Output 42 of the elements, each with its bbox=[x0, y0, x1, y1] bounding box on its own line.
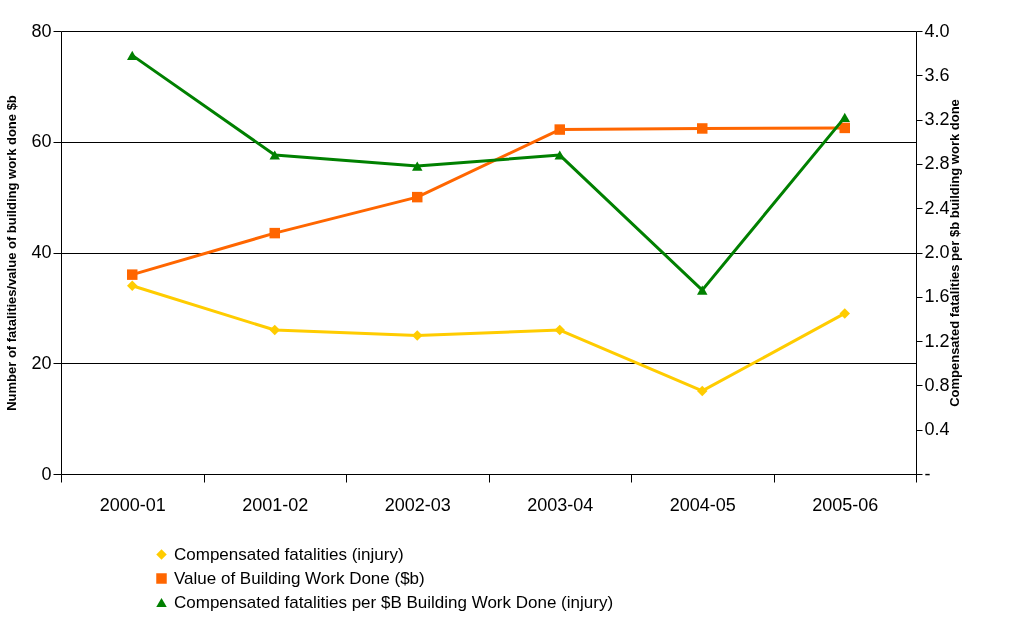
x-tick-label: 2000-01 bbox=[99, 494, 166, 515]
y-axis-title: Number of fatalities/value of building work done $b bbox=[4, 95, 20, 411]
y2-tick-label: 1.2 bbox=[924, 330, 950, 351]
point bbox=[127, 280, 138, 291]
x-tick-label: 2002-03 bbox=[384, 494, 451, 515]
point bbox=[839, 112, 850, 122]
point bbox=[127, 50, 138, 60]
legend-label: Compensated fatalities per $B Building Work Done (injury) bbox=[174, 592, 614, 612]
point bbox=[412, 191, 423, 203]
point bbox=[554, 150, 565, 160]
y2-tick-label: 3.2 bbox=[924, 109, 950, 130]
y2-tick-label: 0.4 bbox=[924, 419, 950, 440]
y2-tick-label: 2.8 bbox=[924, 153, 950, 174]
y-tick-label: 40 bbox=[31, 242, 52, 262]
y2-tick-label: 2.0 bbox=[924, 242, 950, 262]
x-tick-label: 2001-02 bbox=[242, 494, 309, 515]
y2-tick-label: 3.6 bbox=[924, 64, 950, 85]
point bbox=[127, 269, 138, 280]
y2-tick-label: - bbox=[924, 463, 931, 484]
x-tick-label: 2005-06 bbox=[812, 494, 879, 515]
y-tick-label: 60 bbox=[31, 131, 52, 152]
point bbox=[554, 324, 565, 336]
point bbox=[839, 308, 850, 319]
point bbox=[269, 227, 280, 239]
point bbox=[697, 123, 708, 134]
y2-tick-label: 1.6 bbox=[924, 286, 950, 307]
point bbox=[412, 330, 423, 341]
legend-label: Value of Building Work Done ($b) bbox=[174, 568, 425, 588]
point bbox=[697, 385, 708, 397]
y2-tick-label: 4.0 bbox=[924, 20, 950, 41]
point bbox=[269, 150, 280, 160]
point bbox=[697, 285, 708, 295]
y2-tick-label: 2.4 bbox=[924, 197, 950, 218]
y-tick-label: 0 bbox=[41, 463, 52, 484]
y-tick-label: 80 bbox=[31, 20, 52, 41]
point bbox=[412, 161, 423, 171]
point bbox=[554, 124, 565, 135]
legend-label: Compensated fatalities (injury) bbox=[174, 544, 404, 564]
point bbox=[269, 324, 280, 336]
x-tick-label: 2003-04 bbox=[527, 494, 594, 515]
y-tick-label: 20 bbox=[31, 352, 52, 373]
x-tick-label: 2004-05 bbox=[669, 494, 736, 515]
